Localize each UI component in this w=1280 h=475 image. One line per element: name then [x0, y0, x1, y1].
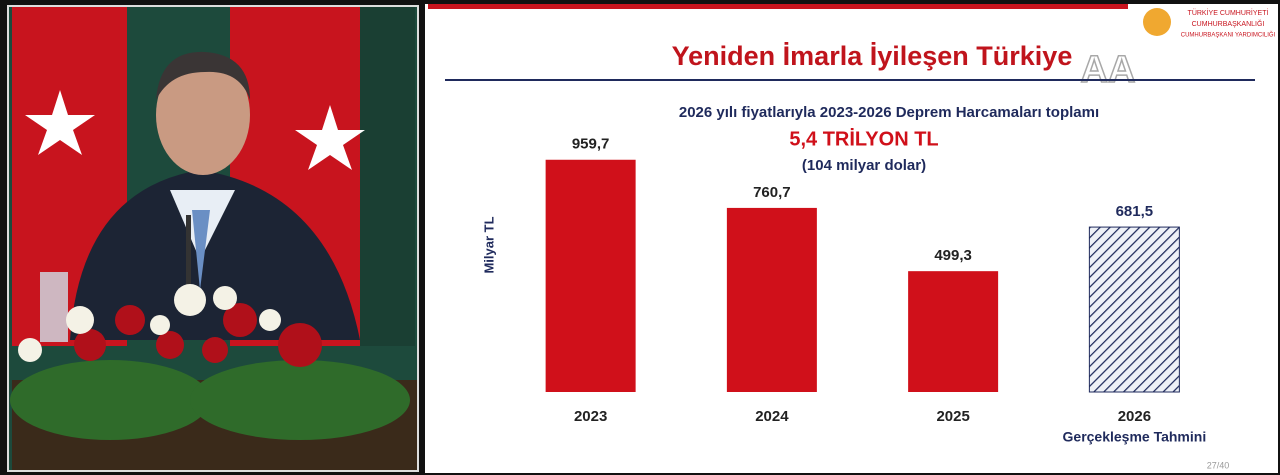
total: 5,4 TRİLYON TL — [789, 127, 938, 150]
x-tick-label: 2023 — [574, 408, 607, 425]
x-tick-label: 2024 — [755, 408, 789, 425]
x-tick-label: 2026 — [1118, 408, 1151, 425]
total-note: (104 milyar dolar) — [802, 157, 926, 174]
data-label: 959,7 — [572, 136, 610, 153]
data-label: 499,3 — [934, 247, 972, 264]
logo-emblem — [1143, 8, 1171, 36]
chart-title: Yeniden İmarla İyileşen Türkiye — [672, 41, 1073, 71]
bar — [726, 207, 817, 392]
bar — [545, 159, 636, 392]
x-tick-label: 2025 — [936, 408, 969, 425]
subtitle: 2026 yılı fiyatlarıyla 2023-2026 Deprem … — [679, 104, 1099, 121]
logo-line: CUMHURBAŞKANLIĞI — [1192, 19, 1265, 28]
y-axis-label: Milyar TL — [481, 216, 496, 273]
bar — [908, 271, 999, 392]
page-number: 27/40 — [1207, 460, 1230, 470]
x-tick-note: Gerçekleşme Tahmini — [1063, 429, 1207, 445]
logo-line: TÜRKİYE CUMHURİYETİ — [1188, 8, 1269, 17]
video-panel — [7, 5, 419, 472]
watermark: AA — [1081, 49, 1136, 91]
bar — [1088, 226, 1180, 393]
data-label: 760,7 — [753, 184, 791, 201]
slide-top-rule — [428, 4, 1128, 9]
data-label: 681,5 — [1116, 203, 1154, 220]
logo-line: CUMHURBAŞKANI YARDIMCILIĞI — [1181, 32, 1276, 39]
